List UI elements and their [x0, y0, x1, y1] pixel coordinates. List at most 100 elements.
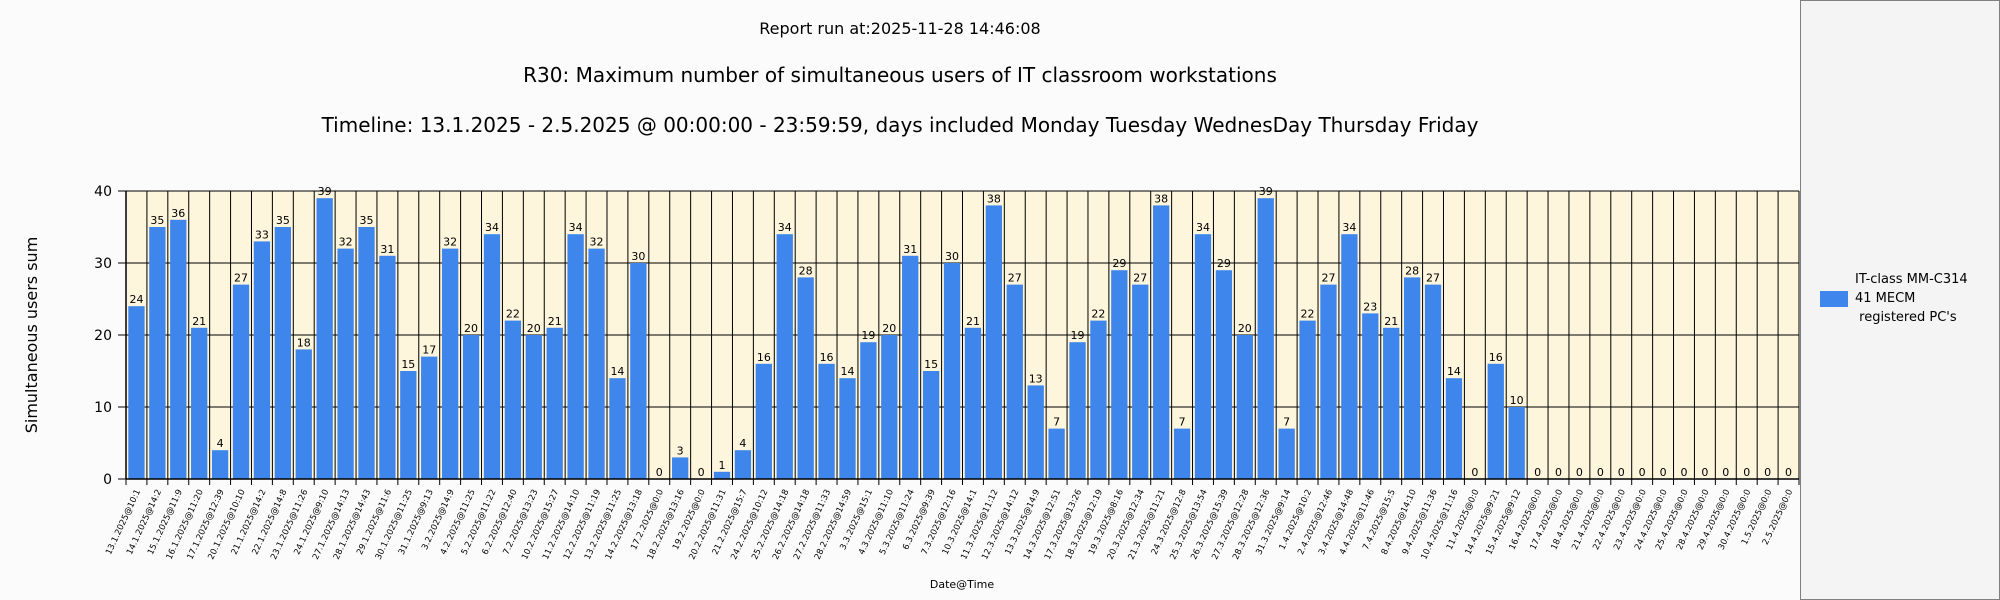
data-label: 34 — [778, 221, 792, 234]
data-label: 27 — [234, 272, 248, 285]
bar — [943, 263, 961, 479]
data-label: 24 — [129, 293, 143, 306]
bar — [400, 371, 417, 479]
bar — [1508, 407, 1525, 479]
data-label: 22 — [506, 308, 520, 321]
data-label: 0 — [656, 466, 663, 479]
bar — [797, 277, 814, 479]
data-label: 0 — [1639, 466, 1646, 479]
bar — [1383, 327, 1400, 479]
data-label: 34 — [1342, 221, 1356, 234]
bar — [839, 378, 856, 479]
bar — [128, 306, 145, 479]
y-tick-label: 0 — [103, 472, 112, 488]
bar — [211, 450, 229, 479]
data-label: 31 — [903, 243, 917, 256]
bar — [567, 234, 584, 479]
y-tick-label: 10 — [94, 400, 112, 416]
bar — [1320, 284, 1337, 479]
x-axis-title: Date@Time — [930, 578, 994, 591]
bar — [1257, 198, 1274, 479]
data-label: 23 — [1363, 300, 1377, 313]
data-label: 35 — [359, 214, 373, 227]
bar — [1111, 270, 1128, 479]
data-label: 35 — [276, 214, 290, 227]
legend-swatch — [1820, 291, 1848, 307]
bar — [860, 342, 877, 479]
data-label: 27 — [1321, 272, 1335, 285]
bar — [818, 363, 835, 479]
bar — [1299, 320, 1316, 479]
data-label: 36 — [171, 207, 185, 220]
data-label: 0 — [1785, 466, 1792, 479]
bar — [232, 284, 250, 479]
bar — [1090, 320, 1107, 479]
bar — [755, 363, 772, 479]
bar — [1341, 234, 1358, 479]
data-label: 27 — [1426, 272, 1440, 285]
bar — [1027, 385, 1044, 479]
data-label: 22 — [1301, 308, 1315, 321]
data-label: 39 — [318, 185, 332, 198]
data-label: 7 — [1179, 416, 1186, 429]
y-tick-label: 30 — [94, 256, 112, 272]
data-label: 28 — [1405, 264, 1419, 277]
bar — [379, 255, 396, 479]
data-label: 21 — [192, 315, 206, 328]
bar — [713, 471, 731, 479]
bar — [483, 234, 501, 479]
y-axis-title: Simultaneous users sum — [22, 237, 41, 434]
data-label: 21 — [1384, 315, 1398, 328]
bar — [1153, 205, 1170, 479]
bar — [253, 241, 271, 479]
data-label: 19 — [1071, 329, 1085, 342]
bar — [734, 450, 752, 479]
data-label: 10 — [1510, 394, 1524, 407]
data-label: 32 — [590, 236, 604, 249]
bar — [902, 255, 919, 479]
data-label: 22 — [1091, 308, 1105, 321]
bar — [441, 248, 459, 479]
bar — [1362, 313, 1379, 479]
bar — [630, 263, 647, 479]
bar — [149, 227, 166, 479]
y-tick-label: 40 — [94, 184, 112, 200]
data-label: 34 — [1196, 221, 1210, 234]
data-label: 0 — [1618, 466, 1625, 479]
bar — [609, 378, 626, 479]
data-label: 29 — [1112, 257, 1126, 270]
data-label: 7 — [1053, 416, 1060, 429]
data-label: 15 — [924, 358, 938, 371]
data-label: 0 — [698, 466, 705, 479]
bar-chart: 0102030402413.1.2025@10:13514.1.2025@14:… — [22, 184, 1800, 591]
data-label: 1 — [719, 459, 726, 472]
data-label: 30 — [945, 250, 959, 263]
bar — [1215, 270, 1233, 479]
bar — [881, 335, 898, 479]
data-label: 4 — [217, 437, 224, 450]
data-label: 20 — [1238, 322, 1252, 335]
bar — [170, 219, 187, 480]
data-label: 20 — [527, 322, 541, 335]
data-label: 31 — [380, 243, 394, 256]
chart-title: R30: Maximum number of simultaneous user… — [523, 63, 1277, 87]
data-label: 16 — [820, 351, 834, 364]
data-label: 14 — [1447, 365, 1461, 378]
bar — [337, 248, 354, 479]
bar — [1006, 284, 1023, 479]
data-label: 39 — [1259, 185, 1273, 198]
bar — [1069, 342, 1086, 479]
data-label: 35 — [150, 214, 164, 227]
bar — [1278, 428, 1295, 479]
data-label: 0 — [1660, 466, 1667, 479]
bar — [295, 349, 312, 479]
bar — [1487, 363, 1504, 479]
data-label: 34 — [569, 221, 583, 234]
data-label: 0 — [1743, 466, 1750, 479]
bar — [525, 335, 542, 479]
data-label: 0 — [1555, 466, 1562, 479]
data-label: 33 — [255, 228, 269, 241]
bar — [1132, 284, 1149, 479]
data-label: 38 — [1154, 192, 1168, 205]
bar — [1173, 428, 1191, 479]
